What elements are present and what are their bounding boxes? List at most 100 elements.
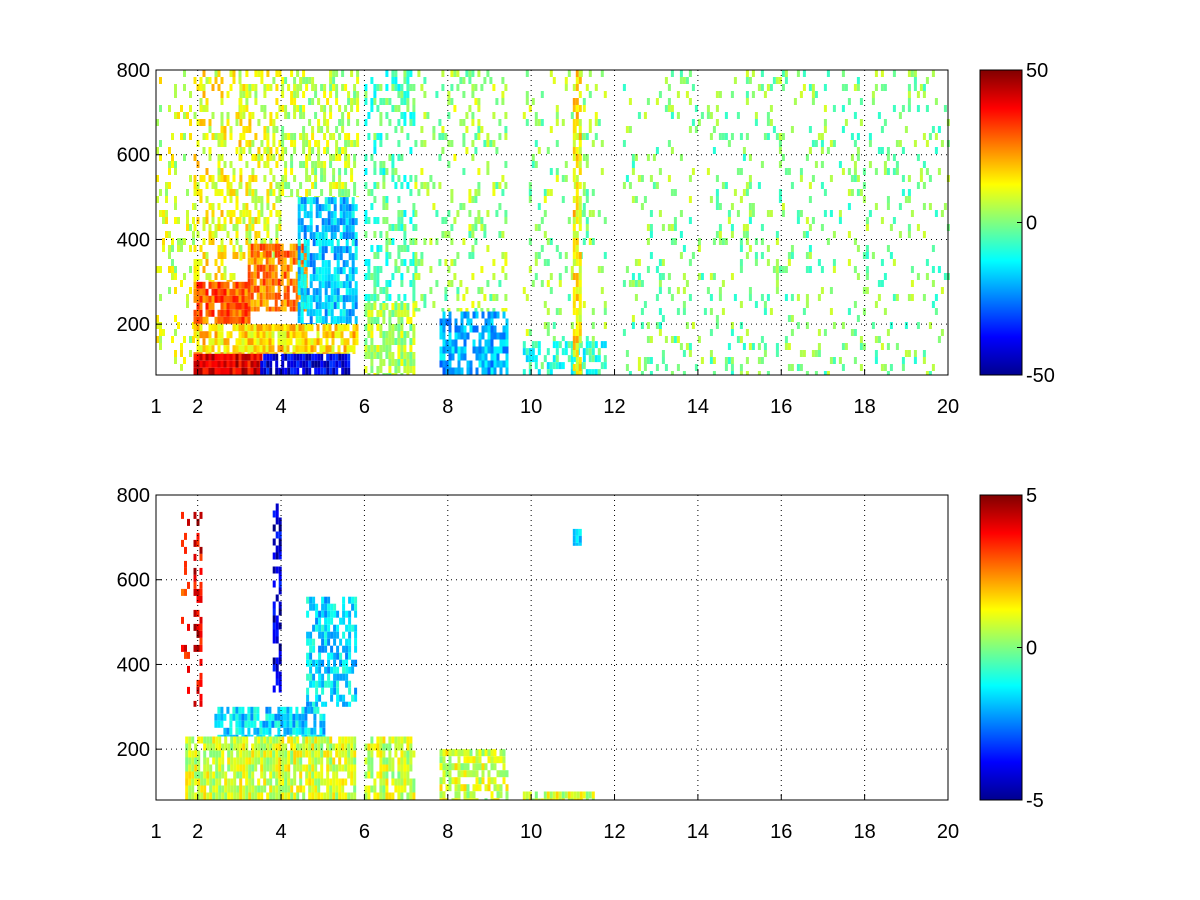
heatmap-cell [376,345,380,352]
heatmap-cell [490,318,494,326]
heatmap-cell [280,331,284,339]
heatmap-cell [552,798,556,800]
heatmap-cell [877,147,881,154]
heatmap-cell [892,105,896,112]
heatmap-cell [223,245,227,252]
heatmap-cell [289,264,293,272]
heatmap-cell [205,210,209,217]
heatmap-cell [174,217,177,224]
heatmap-cell [459,119,463,126]
heatmap-cell [220,281,224,289]
heatmap-cell [496,791,500,799]
heatmap-cell [655,147,659,154]
heatmap-cell [540,119,544,126]
heatmap-cell [376,324,380,331]
heatmap-cell [159,210,162,217]
heatmap-cell [333,659,337,667]
heatmap-cell [865,266,869,273]
heatmap-cell [314,168,318,175]
heatmap-cell [271,338,275,346]
heatmap-cell [289,720,293,728]
heatmap-cell [330,211,334,219]
heatmap-cell [196,360,200,368]
heatmap-cell [420,168,424,175]
heatmap-cell [293,778,297,786]
heatmap-cell [211,175,215,182]
heatmap-cell [745,133,749,140]
heatmap-cell [223,217,227,224]
heatmap-cell [248,764,252,772]
heatmap-cell [297,302,301,310]
heatmap-cell [403,352,407,359]
heatmap-cell [278,105,282,112]
heatmap-cell [238,353,242,361]
heatmap-cell [534,140,538,147]
heatmap-cell [196,324,200,332]
heatmap-cell [220,720,224,728]
heatmap-cell [287,133,291,140]
heatmap-cell [290,360,294,368]
heatmap-cell [478,763,482,771]
heatmap-cell [460,318,464,326]
heatmap-cell [439,763,443,771]
heatmap-cell [314,175,318,182]
heatmap-cell [871,252,875,259]
heatmap-cell [245,757,249,765]
heatmap-cell [367,217,371,224]
heatmap-cell [582,182,586,189]
heatmap-cell [688,343,692,350]
heatmap-cell [445,763,449,771]
heatmap-cell [254,764,258,772]
heatmap-cell [268,278,272,286]
heatmap-cell [453,154,457,161]
heatmap-cell [254,750,258,758]
heatmap-cell [277,338,281,346]
heatmap-cell [376,266,380,273]
heatmap-cell [585,161,589,168]
heatmap-cell [342,246,346,254]
heatmap-cell [351,666,355,674]
heatmap-cell [486,308,490,312]
heatmap-cell [379,331,383,338]
heatmap-cell [382,317,386,324]
heatmap-cell [462,140,466,147]
heatmap-cell [299,771,303,779]
heatmap-cell [667,105,671,112]
heatmap-cell [322,331,326,339]
heatmap-cell [412,324,416,331]
heatmap-cell [502,749,506,757]
heatmap-cell [450,70,454,77]
heatmap-cell [336,288,340,296]
heatmap-cell [925,259,929,266]
heatmap-cell [308,743,312,751]
heatmap-cell [354,295,358,303]
heatmap-cell [275,360,279,368]
heatmap-cell [478,777,482,785]
heatmap-cell [295,292,299,300]
heatmap-cell [853,140,857,147]
heatmap-cell [474,147,478,154]
heatmap-cell [555,105,559,112]
heatmap-cell [354,218,358,226]
heatmap-cell [442,770,446,778]
heatmap-cell [499,346,503,354]
heatmap-cell [603,341,607,349]
heatmap-cell [292,713,296,721]
heatmap-cell [295,338,299,346]
heatmap-cell [575,182,579,189]
heatmap-cell [370,771,374,779]
heatmap-cell [454,339,458,347]
heatmap-cell [448,763,452,771]
heatmap-cell [205,77,209,84]
heatmap-cell [284,792,288,800]
heatmap-cell [376,771,380,779]
heatmap-cell [296,764,300,772]
heatmap-cell [859,98,863,105]
heatmap-cell [309,596,313,604]
heatmap-cell [256,331,260,339]
heatmap-cell [364,366,368,373]
heatmap-cell [269,189,273,196]
heatmap-cell [202,91,206,98]
heatmap-cell [439,798,443,800]
